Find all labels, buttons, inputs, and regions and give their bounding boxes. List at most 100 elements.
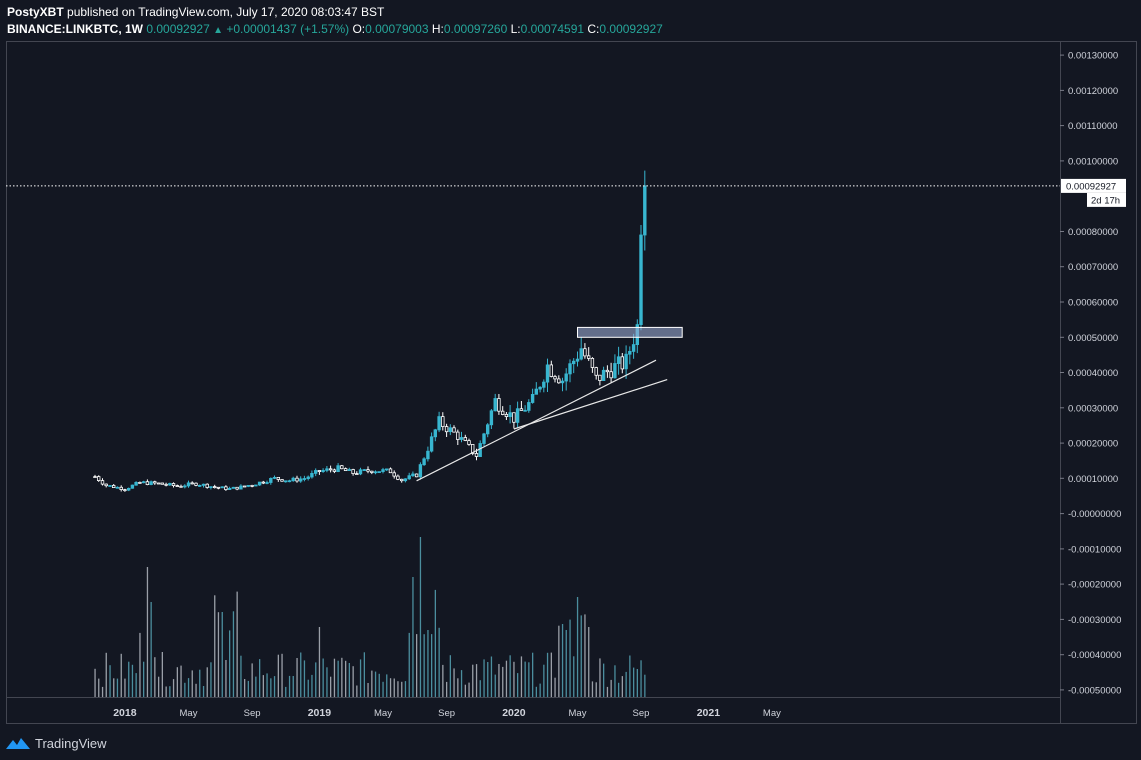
candle-body[interactable]	[97, 476, 101, 482]
candle-body[interactable]	[224, 486, 228, 490]
candle-body[interactable]	[212, 486, 217, 489]
candle-body[interactable]	[205, 483, 209, 488]
candle-body[interactable]	[418, 464, 423, 478]
candle-body[interactable]	[239, 485, 243, 490]
candle-body[interactable]	[411, 473, 415, 477]
candle-body[interactable]	[164, 483, 168, 486]
candle-body[interactable]	[295, 477, 299, 482]
candle-body[interactable]	[399, 478, 404, 482]
resistance-zone[interactable]	[577, 326, 683, 338]
candle-body[interactable]	[310, 472, 314, 478]
candle-body[interactable]	[388, 468, 393, 474]
candle-body[interactable]	[590, 357, 595, 368]
candle-body[interactable]	[553, 376, 557, 380]
candle-body[interactable]	[530, 393, 535, 403]
chart-area[interactable]: 0.00130000 0.00120000 0.00110000 0.00100000…	[6, 41, 1137, 724]
candle-body[interactable]	[209, 486, 213, 489]
candle-body[interactable]	[291, 477, 295, 482]
candle-body[interactable]	[527, 402, 531, 411]
candle-body[interactable]	[601, 369, 606, 381]
candle-body[interactable]	[317, 470, 322, 473]
candle-body[interactable]	[396, 475, 400, 480]
candle-body[interactable]	[560, 380, 565, 384]
candle-body[interactable]	[549, 364, 553, 377]
candle-body[interactable]	[313, 470, 318, 474]
candle-body[interactable]	[444, 426, 449, 433]
candle-body[interactable]	[568, 363, 572, 375]
candle-body[interactable]	[414, 473, 419, 478]
candle-body[interactable]	[254, 484, 258, 487]
candle-body[interactable]	[583, 348, 587, 357]
candle-body[interactable]	[216, 486, 221, 489]
candle-body[interactable]	[598, 374, 602, 382]
candle-body[interactable]	[287, 480, 292, 483]
candle-body[interactable]	[332, 469, 337, 472]
candle-body[interactable]	[587, 355, 591, 359]
candle-body[interactable]	[467, 440, 471, 445]
candle-body[interactable]	[355, 473, 359, 476]
candle-body[interactable]	[377, 471, 381, 474]
candle-body[interactable]	[130, 484, 135, 489]
candle-body[interactable]	[448, 427, 452, 432]
candle-body[interactable]	[575, 358, 580, 362]
candle-body[interactable]	[298, 478, 303, 482]
candle-body[interactable]	[403, 478, 408, 482]
candle-body[interactable]	[201, 483, 206, 486]
candle-body[interactable]	[156, 482, 161, 485]
candle-body[interactable]	[168, 483, 172, 486]
candle-body[interactable]	[422, 458, 426, 466]
candle-body[interactable]	[351, 469, 355, 474]
candle-body[interactable]	[358, 469, 363, 475]
candle-body[interactable]	[497, 398, 501, 412]
candle-body[interactable]	[100, 480, 105, 485]
candle-body[interactable]	[620, 356, 624, 370]
candle-body[interactable]	[407, 475, 411, 480]
candle-body[interactable]	[280, 479, 284, 482]
candle-body[interactable]	[579, 348, 583, 360]
candle-body[interactable]	[452, 427, 456, 433]
candle-body[interactable]	[542, 381, 546, 388]
candle-body[interactable]	[179, 485, 183, 488]
candle-body[interactable]	[269, 477, 273, 483]
candle-body[interactable]	[145, 481, 150, 486]
candle-body[interactable]	[373, 471, 378, 474]
price-chart[interactable]: 0.00130000 0.00120000 0.00110000 0.00100000…	[6, 41, 1137, 724]
candle-body[interactable]	[257, 481, 262, 486]
candle-body[interactable]	[197, 484, 202, 487]
brand-name[interactable]: TradingView	[35, 735, 107, 751]
trendline[interactable]	[416, 359, 657, 482]
candle-body[interactable]	[564, 373, 568, 382]
candle-body[interactable]	[220, 486, 224, 489]
candle-body[interactable]	[459, 437, 464, 440]
candle-body[interactable]	[493, 398, 497, 412]
candle-body[interactable]	[426, 450, 430, 460]
candle-body[interactable]	[194, 482, 198, 486]
candle-body[interactable]	[149, 481, 153, 486]
candle-body[interactable]	[609, 371, 613, 379]
candle-body[interactable]	[127, 487, 131, 491]
candle-body[interactable]	[613, 363, 617, 379]
candle-body[interactable]	[489, 410, 494, 426]
trendline[interactable]	[513, 379, 668, 430]
candle-body[interactable]	[384, 468, 389, 471]
candle-body[interactable]	[141, 481, 146, 484]
candle-body[interactable]	[605, 369, 610, 373]
candle-body[interactable]	[500, 410, 505, 415]
candle-body[interactable]	[478, 443, 482, 458]
candle-body[interactable]	[433, 429, 437, 438]
candle-body[interactable]	[186, 482, 191, 487]
candle-body[interactable]	[366, 469, 370, 472]
candle-body[interactable]	[441, 416, 445, 428]
candle-body[interactable]	[321, 469, 325, 472]
candle-body[interactable]	[504, 413, 509, 417]
candle-body[interactable]	[261, 481, 265, 484]
candle-body[interactable]	[123, 489, 127, 492]
candle-body[interactable]	[104, 483, 108, 487]
candle-body[interactable]	[381, 469, 385, 473]
candle-body[interactable]	[474, 453, 479, 457]
candle-body[interactable]	[631, 344, 636, 352]
candle-body[interactable]	[242, 485, 247, 488]
candle-body[interactable]	[175, 485, 179, 488]
candle-body[interactable]	[283, 480, 288, 483]
candle-body[interactable]	[340, 465, 344, 470]
